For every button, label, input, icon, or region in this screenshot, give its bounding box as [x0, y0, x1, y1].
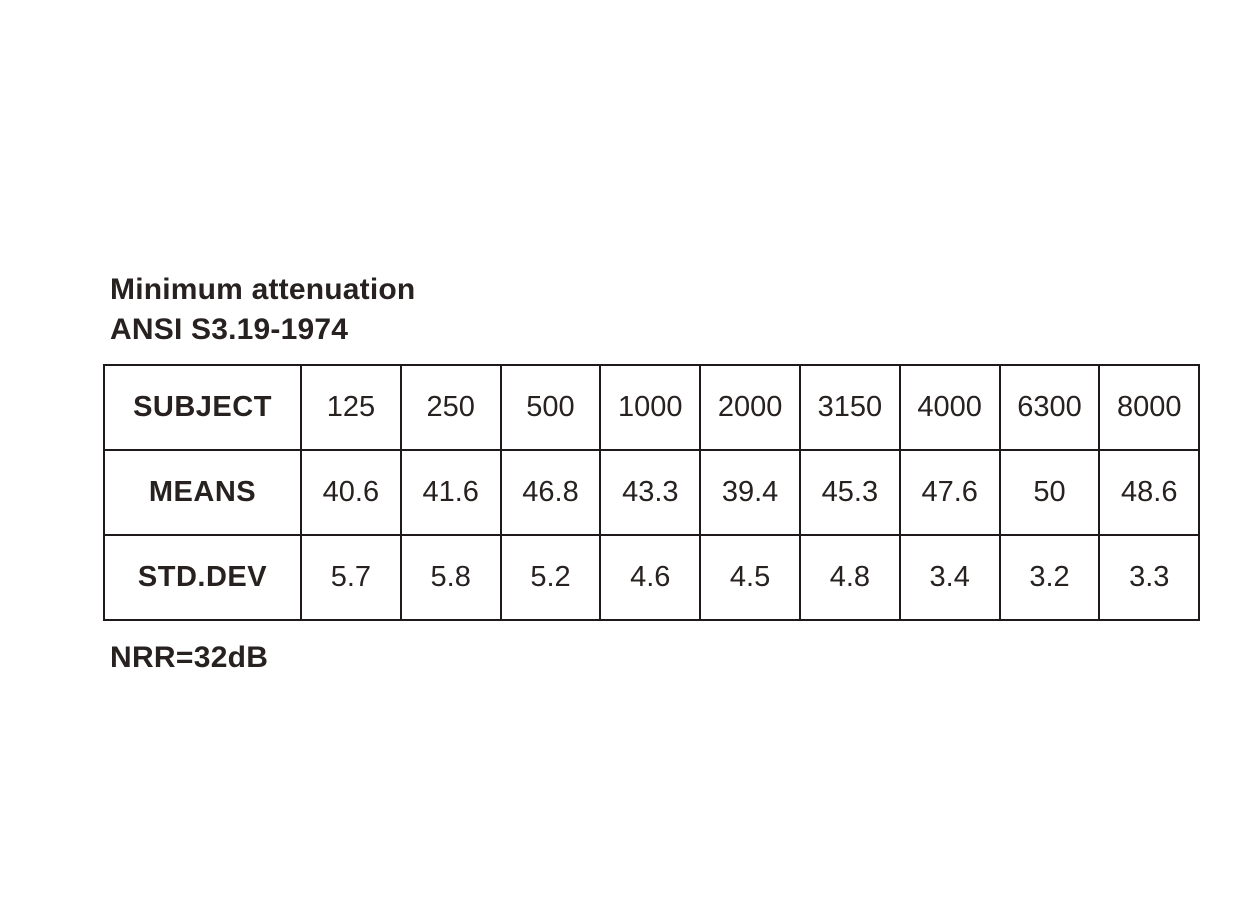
stddev-value: 3.2 [998, 534, 1101, 621]
means-value: 41.6 [399, 449, 502, 536]
stddev-value: 4.5 [699, 534, 801, 621]
stddev-value: 5.2 [499, 534, 602, 621]
means-value: 45.3 [798, 449, 901, 536]
header-cell-freq: 250 [399, 364, 502, 451]
title-line-1: Minimum attenuation [110, 273, 416, 306]
stddev-value: 4.8 [798, 534, 901, 621]
header-cell-freq: 500 [499, 364, 602, 451]
attenuation-table: SUBJECT 125 250 500 1000 2000 3150 4000 … [103, 364, 1201, 621]
means-value: 40.6 [300, 449, 402, 536]
table-row-means: MEANS 40.6 41.6 46.8 43.3 39.4 45.3 47.6… [103, 449, 1201, 536]
section-title: Minimum attenuation ANSI S3.19-1974 [110, 270, 1200, 350]
row-label-stddev: STD.DEV [103, 534, 302, 621]
means-value: 48.6 [1098, 449, 1201, 536]
stddev-value: 3.4 [898, 534, 1001, 621]
row-label-means: MEANS [103, 449, 302, 536]
stddev-value: 3.3 [1098, 534, 1201, 621]
header-cell-freq: 8000 [1098, 364, 1201, 451]
means-value: 47.6 [898, 449, 1001, 536]
header-cell-freq: 125 [300, 364, 402, 451]
table-row-stddev: STD.DEV 5.7 5.8 5.2 4.6 4.5 4.8 3.4 3.2 … [103, 534, 1201, 621]
header-cell-freq: 6300 [998, 364, 1101, 451]
means-value: 39.4 [699, 449, 801, 536]
stddev-value: 5.8 [399, 534, 502, 621]
table-row-header: SUBJECT 125 250 500 1000 2000 3150 4000 … [103, 364, 1201, 451]
means-value: 43.3 [599, 449, 702, 536]
header-cell-subject: SUBJECT [103, 364, 302, 451]
means-value: 46.8 [499, 449, 602, 536]
header-cell-freq: 2000 [699, 364, 801, 451]
attenuation-spec-section: Minimum attenuation ANSI S3.19-1974 SUBJ… [103, 270, 1201, 675]
header-cell-freq: 1000 [599, 364, 702, 451]
stddev-value: 5.7 [300, 534, 402, 621]
header-cell-freq: 3150 [798, 364, 901, 451]
means-value: 50 [998, 449, 1101, 536]
header-cell-freq: 4000 [898, 364, 1001, 451]
nrr-note: NRR=32dB [110, 641, 269, 674]
stddev-value: 4.6 [599, 534, 702, 621]
title-line-2: ANSI S3.19-1974 [110, 313, 349, 346]
